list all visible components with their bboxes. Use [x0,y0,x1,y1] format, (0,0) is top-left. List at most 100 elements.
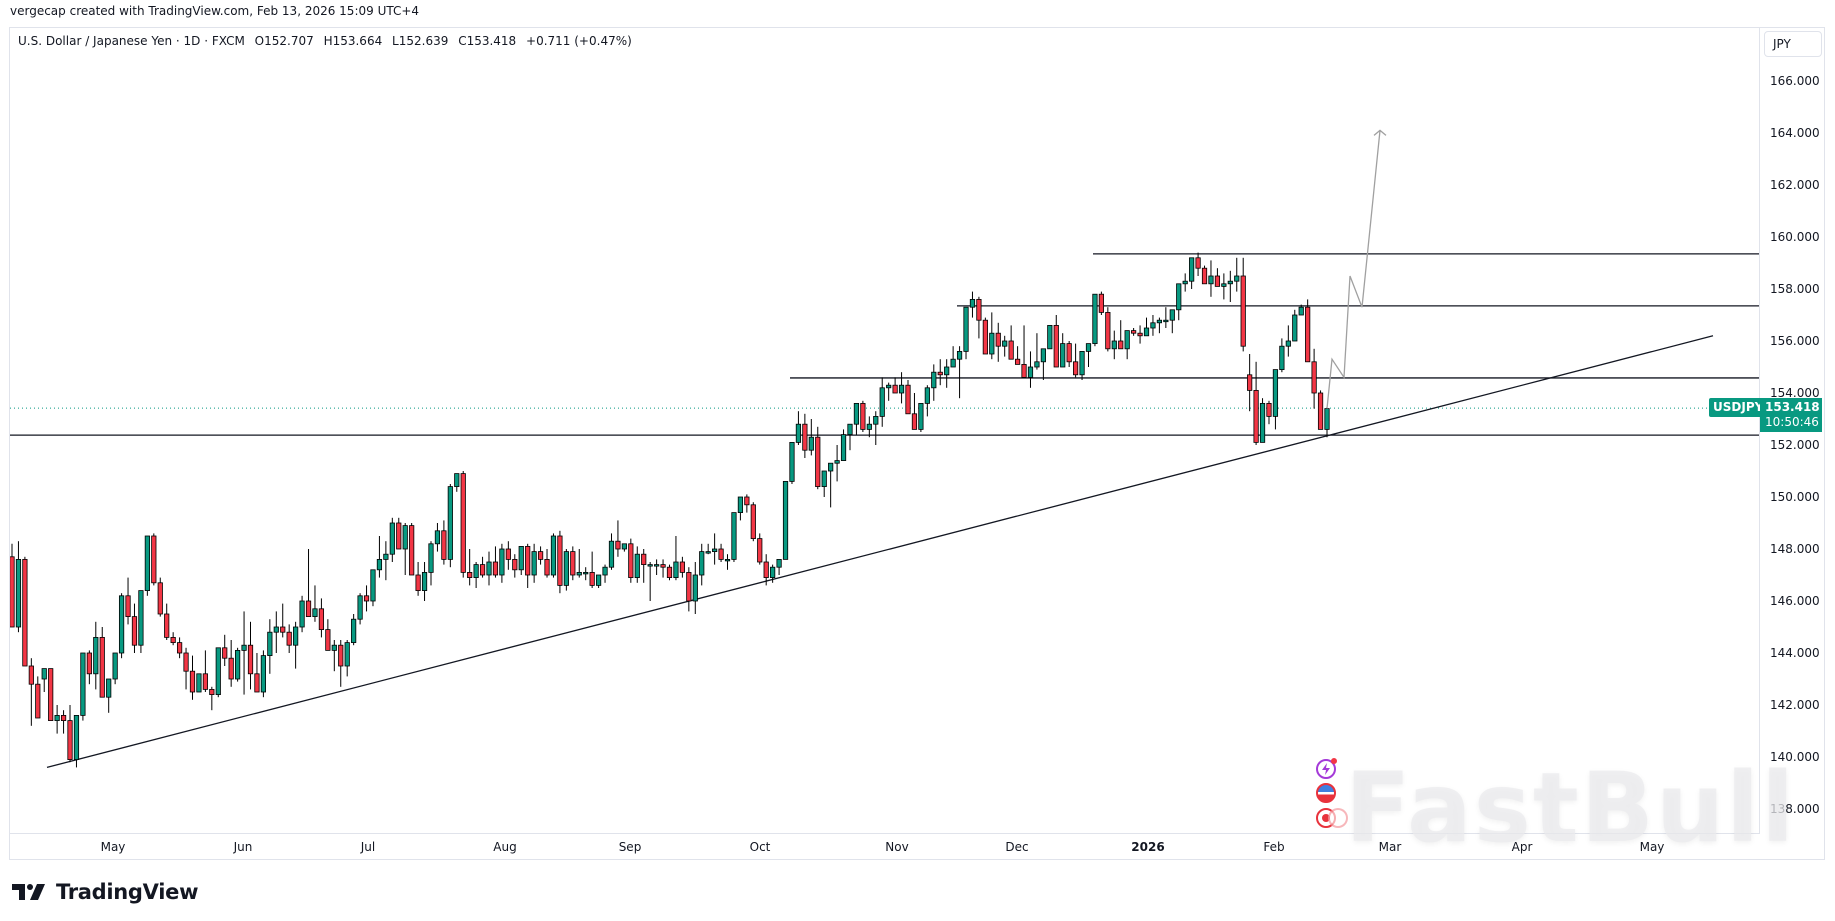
candle[interactable] [647,562,653,601]
candle[interactable] [608,533,615,570]
candle[interactable] [1201,265,1208,285]
candle[interactable] [312,585,318,622]
candle[interactable] [911,393,918,430]
candle[interactable] [1002,335,1008,357]
candle[interactable] [1085,343,1092,367]
candle[interactable] [1040,348,1046,380]
candle[interactable] [570,546,576,581]
candle[interactable] [802,413,808,458]
candle[interactable] [1105,307,1111,352]
candle[interactable] [763,554,769,586]
candle[interactable] [1208,260,1214,297]
time-axis[interactable] [10,833,1759,861]
candle[interactable] [1182,273,1188,292]
candle[interactable] [492,546,499,578]
chart-pane[interactable] [10,28,1759,834]
candle[interactable] [905,380,911,415]
candle[interactable] [247,621,254,690]
candle[interactable] [666,564,673,581]
candle[interactable] [1195,252,1201,276]
candle[interactable] [222,634,228,666]
candle[interactable] [499,543,505,583]
candle[interactable] [228,640,234,687]
candle[interactable] [1266,400,1272,425]
price-axis[interactable] [1759,28,1826,834]
candle[interactable] [1098,291,1104,315]
arrowhead-icon[interactable] [1373,129,1387,136]
candle[interactable] [1221,273,1227,300]
candle[interactable] [757,533,763,565]
candle[interactable] [628,538,634,583]
candle[interactable] [138,590,144,653]
candle[interactable] [1131,328,1137,336]
candle[interactable] [112,652,118,685]
candle[interactable] [1014,346,1021,365]
candle[interactable] [956,346,963,399]
candle[interactable] [518,546,524,575]
candle[interactable] [389,517,395,562]
candle[interactable] [1317,390,1324,430]
candle[interactable] [260,650,266,698]
candle[interactable] [1163,307,1169,328]
candle[interactable] [976,296,982,339]
candle[interactable] [338,640,344,687]
candle[interactable] [557,530,563,594]
candle[interactable] [60,710,67,734]
candle[interactable] [41,668,47,692]
trendline[interactable] [46,335,1714,769]
candle[interactable] [537,546,544,565]
candle[interactable] [454,473,460,492]
candle[interactable] [196,673,202,693]
candle[interactable] [989,312,995,360]
candle[interactable] [512,554,518,578]
candle[interactable] [48,668,54,721]
candle[interactable] [479,556,486,578]
candle[interactable] [376,536,383,578]
candle[interactable] [144,535,150,596]
candle[interactable] [1272,369,1279,430]
candle[interactable] [815,426,821,490]
candle[interactable] [866,416,872,438]
candle[interactable] [744,494,750,513]
candle[interactable] [1240,257,1246,352]
candle[interactable] [705,543,711,555]
candle[interactable] [421,562,428,601]
candle[interactable] [99,627,105,698]
candle[interactable] [660,559,666,578]
candle[interactable] [699,543,705,586]
candle[interactable] [969,291,976,318]
candle[interactable] [299,595,305,633]
candle[interactable] [273,611,279,653]
candle[interactable] [28,658,34,726]
candle[interactable] [879,377,885,427]
candle[interactable] [1298,304,1304,316]
candle[interactable] [828,462,834,508]
candlestick-chart[interactable] [10,28,1759,834]
candle[interactable] [1047,324,1053,350]
candle[interactable] [370,569,376,607]
candle[interactable] [151,533,157,586]
record-icon-secondary[interactable] [1328,808,1348,828]
candle[interactable] [1156,317,1163,334]
candle[interactable] [22,556,28,667]
candle[interactable] [1060,333,1066,368]
candle[interactable] [1079,350,1085,380]
candle[interactable] [428,541,434,586]
candle[interactable] [318,598,325,638]
candle[interactable] [67,705,73,763]
candle[interactable] [1176,283,1182,321]
candle[interactable] [1124,330,1130,360]
candle[interactable] [931,364,937,401]
candle[interactable] [853,402,860,435]
candle[interactable] [776,559,782,575]
candle[interactable] [176,637,183,659]
candle[interactable] [305,549,312,617]
candle[interactable] [840,429,847,462]
candle[interactable] [1092,293,1098,347]
candle[interactable] [525,543,531,588]
candle[interactable] [950,346,956,368]
candle[interactable] [202,650,208,692]
candle[interactable] [396,517,402,550]
candle[interactable] [1027,351,1034,388]
candle[interactable] [686,567,692,612]
